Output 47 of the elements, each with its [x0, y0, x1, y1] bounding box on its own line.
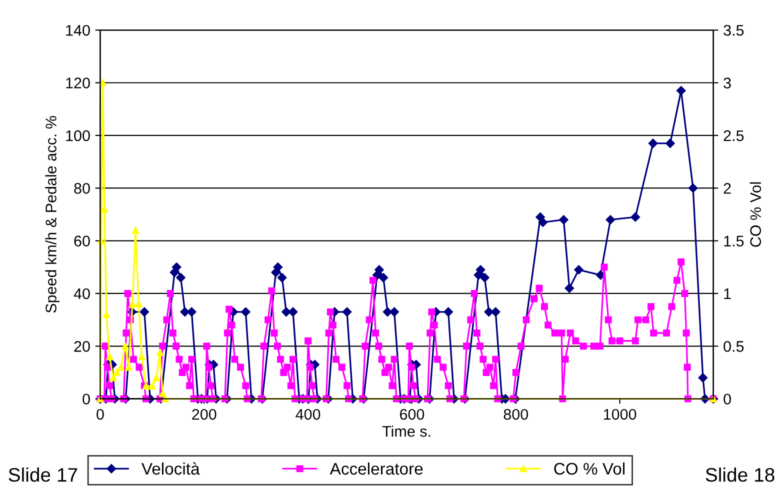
- y2-tick-label: 0: [724, 394, 731, 405]
- point: [110, 374, 117, 382]
- x-tick-label: 400: [296, 408, 320, 420]
- y2-tick-label: 2.5: [724, 130, 744, 142]
- y-tick-label: 140: [66, 24, 90, 36]
- y2-tick-label: 0.5: [724, 341, 744, 352]
- point: [106, 353, 114, 360]
- legend-label: CO % Vol: [554, 462, 624, 475]
- text: Slide 17: [8, 467, 78, 482]
- y-tick-label: 20: [74, 341, 90, 352]
- x-axis-title: Time s.: [382, 426, 430, 437]
- point: [138, 353, 146, 360]
- x-tick-label: 0: [96, 408, 104, 420]
- y2-tick-label: 3.5: [724, 24, 744, 36]
- x-tick-label: 200: [192, 408, 216, 420]
- legend-label: Acceleratore: [330, 462, 423, 475]
- y2-tick-label: 2: [724, 182, 731, 194]
- y-axis-title: Speed km/h & Pedale acc. %: [45, 116, 60, 313]
- point: [122, 342, 129, 350]
- y2-tick-label: 1: [724, 288, 731, 300]
- point: [128, 300, 136, 308]
- point: [125, 364, 132, 371]
- point: [132, 226, 140, 234]
- y2-tick-label: 1.5: [724, 236, 744, 246]
- point: [159, 390, 166, 398]
- x-tick-label: 600: [400, 408, 424, 420]
- point: [156, 349, 164, 356]
- y-tick-label: 40: [74, 288, 90, 300]
- point: [113, 369, 120, 376]
- y-tick-label: 100: [66, 130, 90, 142]
- point: [148, 382, 156, 390]
- y-tick-label: 0: [82, 394, 90, 405]
- y-tick-label: 80: [74, 182, 90, 194]
- x-tick-label: 1000: [604, 408, 636, 420]
- y-tick-label: 120: [66, 78, 90, 88]
- point: [102, 311, 110, 318]
- point: [135, 300, 142, 308]
- point: [118, 364, 124, 371]
- legend-label: Velocità: [141, 462, 200, 475]
- y2-axis-title: CO % Vol: [750, 182, 762, 247]
- point: [152, 374, 160, 382]
- x-tick-label: 800: [504, 408, 528, 420]
- point: [100, 206, 108, 213]
- point: [162, 395, 169, 402]
- y-tick-label: 60: [74, 236, 90, 246]
- text: Slide 18: [706, 467, 774, 482]
- y2-tick-label: 3: [724, 78, 731, 88]
